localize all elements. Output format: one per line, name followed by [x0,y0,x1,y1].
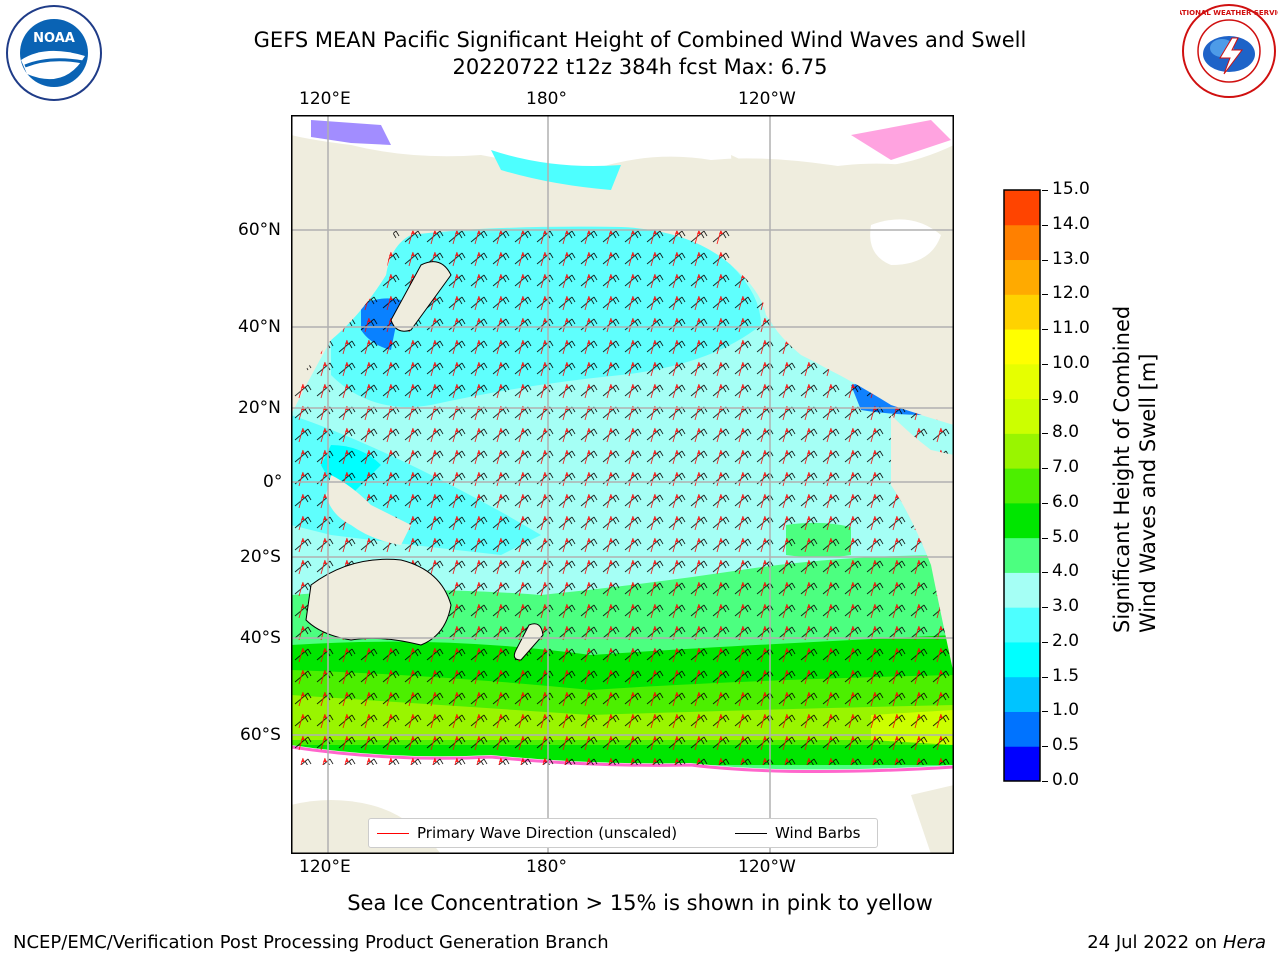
colorbar-swatch [1004,398,1040,434]
lat-label: 60°N [238,220,281,240]
colorbar-tick-mark [1042,641,1048,643]
colorbar-swatch [1004,259,1040,295]
colorbar-tick-mark [1042,190,1048,191]
bottom-lon-label: 120°W [738,857,796,877]
australia-land [305,558,452,646]
top-lon-label: 180° [526,89,567,109]
colorbar-tick-mark [1042,537,1048,539]
colorbar-swatch [1004,363,1040,400]
colorbar [1003,189,1041,786]
colorbar-tick-label: 2.0 [1052,630,1080,651]
colorbar-tick-label: 14.0 [1052,213,1090,234]
colorbar-tick-label: 0.0 [1052,770,1080,790]
nws-logo-name: NATIONAL WEATHER SERVICE [1180,9,1278,17]
top-lon-label: 120°W [738,89,796,109]
footer-left: NCEP/EMC/Verification Post Processing Pr… [13,932,609,953]
colorbar-tick-label: 1.5 [1052,665,1080,686]
lat-label: 40°S [240,628,281,648]
lat-label: 20°S [240,547,281,567]
colorbar-tick-mark [1042,363,1048,365]
colorbar-label-line2: Wind Waves and Swell [m] [1136,353,1160,633]
legend-line-black [735,832,767,834]
colorbar-tick-mark [1042,711,1048,713]
colorbar-tick-mark [1042,433,1048,435]
new-zealand-land [513,623,544,661]
legend-line-red [377,832,409,834]
colorbar-swatch [1004,676,1040,712]
colorbar-tick-label: 13.0 [1052,248,1090,269]
colorbar-label-line1: Significant Height of Combined [1110,305,1134,633]
colorbar-swatch [1004,433,1040,469]
colorbar-swatch [1004,190,1040,226]
colorbar-swatches [1003,189,1041,782]
footer-date: 24 Jul 2022 on [1087,932,1218,953]
colorbar-swatch [1004,607,1040,643]
colorbar-tick-label: 4.0 [1052,561,1080,582]
chart-subtitle: 20220722 t12z 384h fcst Max: 6.75 [452,55,828,79]
colorbar-tick-label: 5.0 [1052,526,1080,547]
colorbar-tick-mark [1042,607,1048,609]
footer-right: 24 Jul 2022 on Hera [1087,932,1266,953]
colorbar-swatch [1004,224,1040,261]
colorbar-tick-label: 8.0 [1052,422,1080,443]
map-legend: Primary Wave Direction (unscaled) Wind B… [368,818,878,848]
colorbar-tick-mark [1042,224,1048,226]
colorbar-tick-mark [1042,746,1048,748]
colorbar-tick-label: 3.0 [1052,596,1080,617]
colorbar-tick-mark [1042,294,1048,296]
chart-title: GEFS MEAN Pacific Significant Height of … [253,28,1027,52]
colorbar-tick-label: 9.0 [1052,387,1080,408]
colorbar-swatch [1004,294,1040,330]
americas-land [891,415,954,675]
colorbar-tick-mark [1042,676,1048,678]
colorbar-tick-label: 10.0 [1052,352,1090,373]
top-lon-label: 120°E [299,89,351,109]
map-canvas [291,115,954,854]
lat-label: 20°N [238,398,281,418]
colorbar-swatch [1004,468,1040,504]
nws-logo: NATIONAL WEATHER SERVICE [1171,2,1280,104]
colorbar-border [1003,189,1041,782]
lat-label: 40°N [238,317,281,337]
legend-label: Primary Wave Direction (unscaled) [417,824,678,842]
colorbar-swatch [1004,572,1040,608]
colorbar-swatch [1004,502,1040,539]
colorbar-tick-mark [1042,781,1048,782]
colorbar-tick-label: 6.0 [1052,491,1080,512]
colorbar-swatch [1004,711,1040,747]
bottom-lon-label: 180° [526,857,567,877]
lat-label: 0° [263,472,283,492]
colorbar-swatch [1004,537,1040,573]
colorbar-tick-mark [1042,398,1048,400]
noaa-logo: NOAA [5,4,103,106]
footer-host: Hera [1222,932,1266,953]
colorbar-tick-mark [1042,502,1048,504]
wave-height-map [291,115,954,858]
lat-label: 60°S [240,725,281,745]
colorbar-swatch [1004,746,1040,782]
colorbar-tick-label: 1.0 [1052,700,1080,721]
bottom-lon-label: 120°E [299,857,351,877]
legend-item-wind-barbs: Wind Barbs [735,824,860,842]
gridlines [291,115,954,854]
arctic-ice [291,115,954,170]
colorbar-swatch [1004,329,1040,365]
colorbar-ticks: 0.0 0.5 1.0 1.5 2.0 3.0 4.0 5.0 6.0 7.0 8.0 9.0 10.0… [1042,179,1102,791]
asia-land [291,135,401,385]
noaa-logo-name: NOAA [33,31,75,46]
colorbar-tick-mark [1042,259,1048,261]
colorbar-tick-mark [1042,329,1048,331]
legend-label: Wind Barbs [775,824,861,842]
colorbar-label: Significant Height of Combined Wind Wave… [1109,305,1161,633]
colorbar-tick-label: 11.0 [1052,318,1090,339]
colorbar-tick-label: 15.0 [1052,179,1090,199]
legend-item-wave-direction: Primary Wave Direction (unscaled) [377,824,677,842]
colorbar-tick-mark [1042,468,1048,470]
colorbar-tick-mark [1042,572,1048,574]
colorbar-tick-label: 7.0 [1052,457,1080,478]
colorbar-tick-label: 0.5 [1052,735,1080,756]
colorbar-tick-label: 12.0 [1052,283,1090,304]
colorbar-swatch [1004,641,1040,678]
sea-ice-note: Sea Ice Concentration > 15% is shown in … [347,891,933,915]
